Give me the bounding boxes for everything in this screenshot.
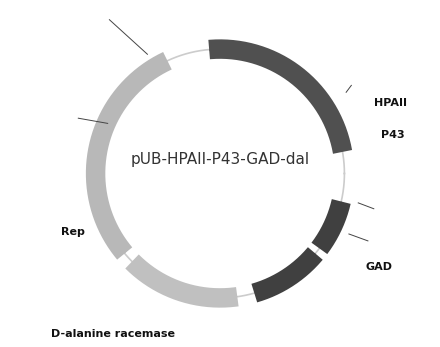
Text: GAD: GAD xyxy=(365,262,392,272)
Text: pUB-HPAII-P43-GAD-dal: pUB-HPAII-P43-GAD-dal xyxy=(130,152,310,167)
Text: D-alanine racemase: D-alanine racemase xyxy=(51,329,175,339)
Text: Rep: Rep xyxy=(61,227,85,237)
Text: HPAII: HPAII xyxy=(374,98,407,108)
Text: P43: P43 xyxy=(381,130,404,141)
